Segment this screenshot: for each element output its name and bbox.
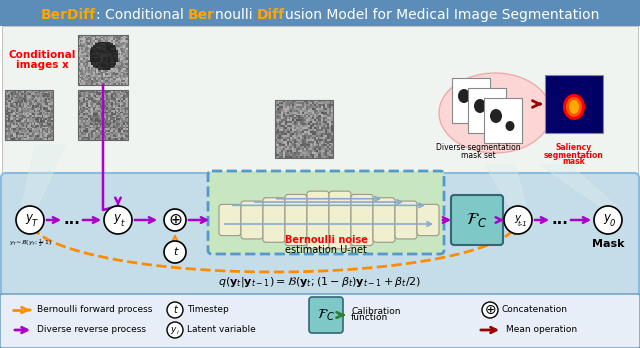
Circle shape bbox=[482, 302, 498, 318]
FancyBboxPatch shape bbox=[0, 294, 640, 348]
Bar bbox=[78, 35, 128, 85]
Text: 0: 0 bbox=[609, 220, 614, 229]
FancyBboxPatch shape bbox=[1, 173, 639, 297]
Text: y: y bbox=[113, 212, 120, 224]
Text: estimation U-net: estimation U-net bbox=[285, 245, 367, 255]
Bar bbox=[0, 0, 640, 26]
Text: y: y bbox=[170, 324, 176, 333]
FancyBboxPatch shape bbox=[208, 171, 444, 254]
Text: y: y bbox=[604, 212, 611, 224]
Circle shape bbox=[167, 302, 183, 318]
FancyBboxPatch shape bbox=[2, 26, 638, 296]
Text: : Conditional: : Conditional bbox=[96, 8, 188, 22]
Text: $\oplus$: $\oplus$ bbox=[484, 303, 496, 317]
FancyBboxPatch shape bbox=[373, 198, 395, 242]
Ellipse shape bbox=[474, 99, 486, 113]
Bar bbox=[545, 75, 603, 133]
Ellipse shape bbox=[490, 109, 502, 123]
FancyBboxPatch shape bbox=[468, 88, 506, 133]
Text: Bernoulli noise: Bernoulli noise bbox=[285, 235, 367, 245]
Polygon shape bbox=[485, 165, 526, 206]
Text: $q(\mathbf{y}_t|\mathbf{y}_{t-1})=\mathcal{B}(\mathbf{y}_t;(1-\beta_t)\mathbf{y}: $q(\mathbf{y}_t|\mathbf{y}_{t-1})=\mathc… bbox=[218, 275, 422, 289]
Ellipse shape bbox=[490, 111, 499, 121]
FancyBboxPatch shape bbox=[451, 195, 503, 245]
Text: Bernoulli forward process: Bernoulli forward process bbox=[37, 306, 152, 315]
Ellipse shape bbox=[506, 121, 515, 131]
Text: Mask: Mask bbox=[592, 239, 624, 249]
FancyBboxPatch shape bbox=[241, 201, 263, 239]
Text: Saliency: Saliency bbox=[556, 143, 592, 152]
Text: BerDiff: BerDiff bbox=[40, 8, 96, 22]
Text: t: t bbox=[120, 220, 124, 229]
Ellipse shape bbox=[439, 73, 551, 153]
Circle shape bbox=[104, 206, 132, 234]
Text: Conditional: Conditional bbox=[8, 50, 76, 60]
Text: noulli: noulli bbox=[215, 8, 257, 22]
FancyBboxPatch shape bbox=[417, 204, 439, 236]
Text: mask set: mask set bbox=[461, 150, 495, 159]
Text: i: i bbox=[177, 331, 179, 335]
Text: y: y bbox=[26, 212, 33, 224]
Ellipse shape bbox=[458, 89, 470, 103]
FancyBboxPatch shape bbox=[452, 78, 490, 123]
Text: Concatenation: Concatenation bbox=[502, 306, 568, 315]
FancyBboxPatch shape bbox=[263, 198, 285, 242]
Text: Latent variable: Latent variable bbox=[187, 325, 256, 334]
FancyBboxPatch shape bbox=[307, 191, 329, 249]
Text: segmentation: segmentation bbox=[544, 150, 604, 159]
Text: Ber: Ber bbox=[188, 8, 215, 22]
FancyBboxPatch shape bbox=[329, 191, 351, 249]
Text: mask: mask bbox=[563, 158, 586, 166]
Text: ...: ... bbox=[63, 213, 81, 228]
Text: $\oplus$: $\oplus$ bbox=[168, 211, 182, 229]
Ellipse shape bbox=[563, 94, 585, 120]
Text: t: t bbox=[173, 305, 177, 315]
Text: Calibration: Calibration bbox=[351, 307, 401, 316]
Circle shape bbox=[167, 322, 183, 338]
Circle shape bbox=[164, 209, 186, 231]
Bar bbox=[5, 90, 53, 140]
Text: $y_T\!\sim\!\mathcal{B}(y_T;\frac{1}{2}\!\cdot\!1)$: $y_T\!\sim\!\mathcal{B}(y_T;\frac{1}{2}\… bbox=[8, 237, 51, 249]
FancyBboxPatch shape bbox=[309, 297, 343, 333]
Text: images x: images x bbox=[15, 60, 68, 70]
Circle shape bbox=[504, 206, 532, 234]
Polygon shape bbox=[22, 145, 65, 206]
Text: Diff: Diff bbox=[257, 8, 285, 22]
Text: t: t bbox=[173, 247, 177, 257]
FancyBboxPatch shape bbox=[484, 98, 522, 143]
Text: function: function bbox=[351, 314, 388, 323]
Circle shape bbox=[164, 241, 186, 263]
Text: Diverse segmentation: Diverse segmentation bbox=[436, 143, 520, 152]
FancyBboxPatch shape bbox=[395, 201, 417, 239]
Text: t-1: t-1 bbox=[517, 221, 527, 227]
Bar bbox=[78, 90, 128, 140]
Bar bbox=[275, 100, 333, 158]
FancyBboxPatch shape bbox=[219, 204, 241, 236]
Text: $\mathcal{F}_C$: $\mathcal{F}_C$ bbox=[467, 211, 488, 229]
Polygon shape bbox=[540, 165, 616, 206]
Text: ...: ... bbox=[552, 213, 568, 228]
Text: Mean operation: Mean operation bbox=[506, 325, 577, 334]
Circle shape bbox=[16, 206, 44, 234]
Ellipse shape bbox=[569, 100, 579, 114]
Text: Diverse reverse process: Diverse reverse process bbox=[37, 325, 146, 334]
Text: Timestep: Timestep bbox=[187, 306, 228, 315]
Text: T: T bbox=[31, 220, 36, 229]
FancyBboxPatch shape bbox=[285, 195, 307, 246]
Ellipse shape bbox=[474, 101, 483, 111]
Bar bbox=[545, 75, 603, 133]
Text: y: y bbox=[514, 213, 520, 223]
FancyBboxPatch shape bbox=[351, 195, 373, 246]
Circle shape bbox=[594, 206, 622, 234]
Ellipse shape bbox=[566, 97, 582, 117]
Text: $\mathcal{F}_C$: $\mathcal{F}_C$ bbox=[317, 307, 335, 323]
Text: usion Model for Medical Image Segmentation: usion Model for Medical Image Segmentati… bbox=[285, 8, 600, 22]
